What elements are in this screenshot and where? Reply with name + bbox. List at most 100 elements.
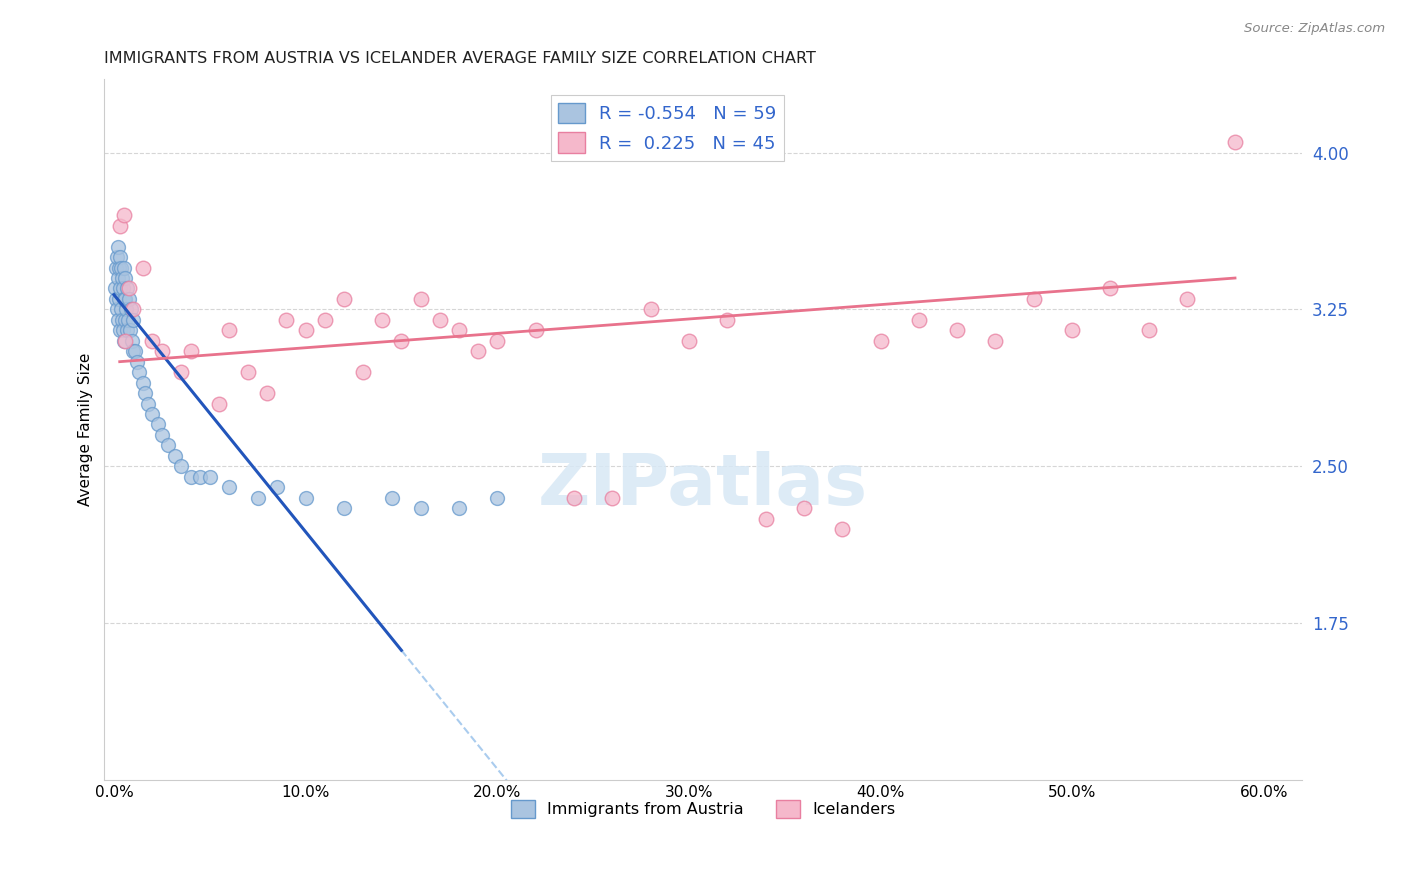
Point — [110, 302, 132, 317]
Point — [409, 292, 432, 306]
Point — [117, 313, 139, 327]
Y-axis label: Average Family Size: Average Family Size — [79, 353, 93, 507]
Point — [112, 260, 135, 275]
Point — [122, 313, 145, 327]
Point — [793, 501, 815, 516]
Point — [180, 469, 202, 483]
Point — [256, 386, 278, 401]
Point — [118, 292, 141, 306]
Point — [125, 354, 148, 368]
Point — [170, 365, 193, 379]
Point — [908, 313, 931, 327]
Point — [294, 491, 316, 505]
Point — [104, 260, 127, 275]
Point — [117, 281, 139, 295]
Point — [107, 260, 129, 275]
Point — [640, 302, 662, 317]
Point — [122, 344, 145, 359]
Point — [486, 334, 509, 348]
Point — [110, 260, 132, 275]
Point — [131, 260, 153, 275]
Point — [104, 292, 127, 306]
Point — [352, 365, 374, 379]
Point — [150, 428, 173, 442]
Point — [105, 302, 128, 317]
Point — [236, 365, 259, 379]
Point — [111, 281, 134, 295]
Point — [524, 323, 547, 337]
Point — [447, 323, 470, 337]
Point — [314, 313, 336, 327]
Point — [486, 491, 509, 505]
Point — [122, 302, 145, 317]
Point — [114, 334, 136, 348]
Point — [1175, 292, 1198, 306]
Point — [150, 344, 173, 359]
Point — [111, 323, 134, 337]
Point — [108, 281, 131, 295]
Point — [218, 323, 240, 337]
Point — [371, 313, 394, 327]
Point — [1137, 323, 1160, 337]
Point — [208, 396, 231, 410]
Point — [114, 313, 136, 327]
Point — [294, 323, 316, 337]
Text: ZIPatlas: ZIPatlas — [538, 451, 869, 520]
Point — [117, 323, 139, 337]
Point — [188, 469, 211, 483]
Point — [108, 250, 131, 264]
Point — [118, 281, 141, 295]
Point — [124, 344, 146, 359]
Point — [111, 313, 134, 327]
Point — [108, 323, 131, 337]
Point — [112, 208, 135, 222]
Point — [678, 334, 700, 348]
Point — [131, 376, 153, 390]
Point — [429, 313, 451, 327]
Text: Source: ZipAtlas.com: Source: ZipAtlas.com — [1244, 22, 1385, 36]
Point — [107, 292, 129, 306]
Point — [1223, 135, 1246, 149]
Point — [276, 313, 298, 327]
Legend: Immigrants from Austria, Icelanders: Immigrants from Austria, Icelanders — [505, 793, 903, 824]
Point — [120, 323, 142, 337]
Point — [108, 219, 131, 233]
Point — [831, 522, 853, 536]
Point — [381, 491, 404, 505]
Point — [115, 302, 138, 317]
Point — [120, 302, 142, 317]
Point — [266, 480, 288, 494]
Point — [107, 240, 129, 254]
Point — [141, 334, 163, 348]
Point — [146, 417, 169, 432]
Point — [333, 292, 356, 306]
Point — [600, 491, 623, 505]
Point — [111, 271, 134, 285]
Point — [1062, 323, 1084, 337]
Point — [391, 334, 413, 348]
Point — [754, 511, 776, 525]
Point — [107, 271, 129, 285]
Point — [946, 323, 969, 337]
Point — [180, 344, 202, 359]
Point — [170, 459, 193, 474]
Point — [121, 334, 143, 348]
Point — [141, 407, 163, 421]
Point — [198, 469, 221, 483]
Point — [246, 491, 269, 505]
Point — [333, 501, 356, 516]
Point — [562, 491, 585, 505]
Point — [716, 313, 738, 327]
Point — [104, 281, 127, 295]
Point — [869, 334, 891, 348]
Point — [138, 396, 160, 410]
Point — [1022, 292, 1045, 306]
Point — [467, 344, 489, 359]
Point — [114, 292, 136, 306]
Point — [156, 438, 179, 452]
Point — [447, 501, 470, 516]
Point — [218, 480, 240, 494]
Point — [128, 365, 150, 379]
Point — [984, 334, 1007, 348]
Point — [1099, 281, 1122, 295]
